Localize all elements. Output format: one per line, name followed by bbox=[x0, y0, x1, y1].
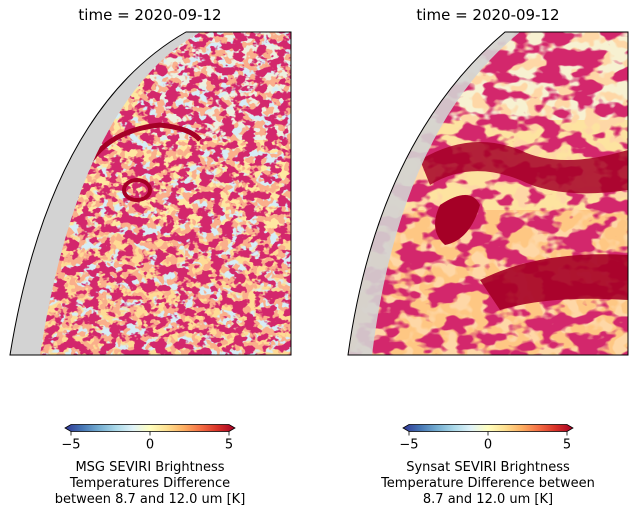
right-colorbar-tick-label: 5 bbox=[563, 438, 571, 453]
right-colorbar-bar bbox=[402, 424, 574, 432]
left-colorbar: −5 0 5 bbox=[61, 424, 236, 453]
right-panel-title: time = 2020-09-12 bbox=[416, 6, 560, 24]
left-colorbar-bar bbox=[64, 424, 236, 432]
left-colorbar-tick-label: 5 bbox=[225, 438, 233, 453]
left-colorbar-tick-label: 0 bbox=[146, 438, 154, 453]
left-colorbar-label: MSG SEVIRI Brightness Temperatures Diffe… bbox=[54, 460, 246, 507]
right-colorbar-tick-label: 0 bbox=[484, 438, 492, 453]
left-panel-title: time = 2020-09-12 bbox=[78, 6, 222, 24]
left-colorbar-tick-label: −5 bbox=[61, 438, 80, 453]
right-map bbox=[347, 31, 629, 356]
right-colorbar: −5 0 5 bbox=[399, 424, 574, 453]
left-map bbox=[9, 31, 292, 356]
right-colorbar-tick-label: −5 bbox=[399, 438, 418, 453]
right-colorbar-label: Synsat SEVIRI Brightness Temperature Dif… bbox=[381, 460, 595, 507]
